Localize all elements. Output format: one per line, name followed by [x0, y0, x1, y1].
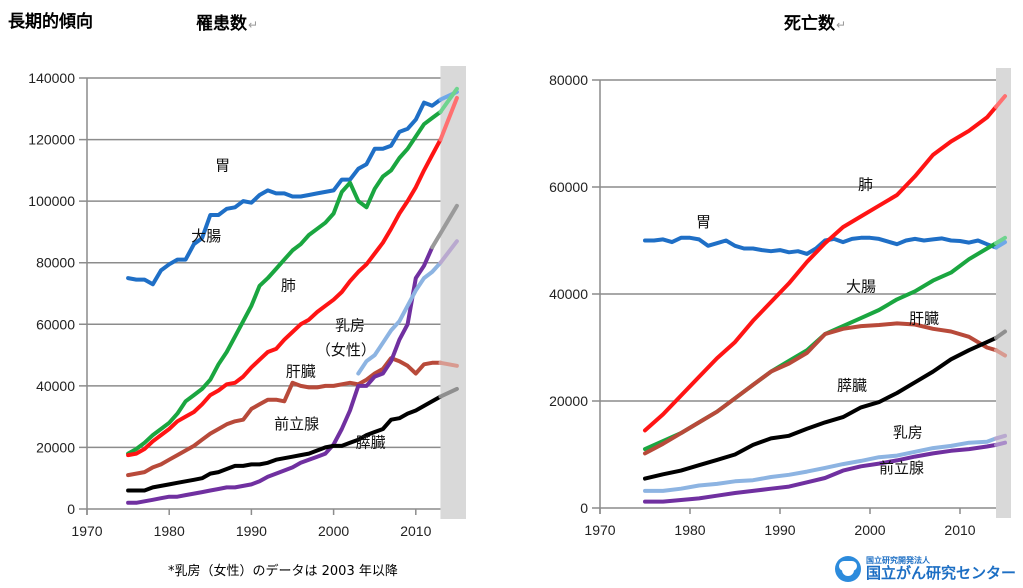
series-projection-line	[994, 240, 1007, 250]
series-1	[126, 86, 459, 456]
series-projection-line	[994, 433, 1007, 441]
y-tick-label: 20000	[549, 393, 588, 409]
y-tick-label: 60000	[549, 179, 588, 195]
x-tick-label: 2010	[400, 523, 431, 539]
page-title: 長期的傾向	[8, 12, 93, 32]
footnote: *乳房（女性）のデータは 2003 年以降	[168, 564, 398, 579]
series-projection-line	[438, 386, 459, 399]
logo-subtitle: 国立研究開発法人	[866, 556, 930, 565]
series-2	[126, 96, 459, 458]
y-tick-label: 40000	[36, 378, 75, 394]
series-projection-line	[438, 239, 459, 265]
series-projection-line	[994, 94, 1007, 109]
x-tick-label: 1970	[71, 523, 102, 539]
y-tick-label: 100000	[28, 193, 75, 209]
series-0	[126, 89, 459, 287]
y-tick-label: 80000	[549, 72, 588, 88]
series-projection-line	[994, 329, 1007, 340]
series-5	[643, 433, 1007, 493]
x-tick-label: 2000	[854, 522, 885, 538]
series-3	[643, 321, 1007, 456]
projection-band	[996, 68, 1011, 518]
mortality-chart-title-text: 死亡数	[784, 14, 835, 34]
series-label: 肺	[281, 277, 296, 294]
series-line	[643, 241, 998, 452]
x-tick-label: 1990	[764, 522, 795, 538]
series-line	[643, 321, 998, 456]
series-line	[126, 137, 443, 458]
series-2	[643, 235, 1007, 452]
series-label: 膵臓	[837, 377, 867, 394]
y-tick-label: 60000	[36, 316, 75, 332]
incidence-chart-title-text: 罹患数	[196, 14, 247, 34]
series-projection-line	[438, 96, 459, 142]
series-0	[643, 235, 1007, 256]
x-tick-label: 1980	[154, 523, 185, 539]
series-6	[126, 386, 459, 493]
y-tick-label: 0	[67, 501, 75, 517]
series-projection-line	[430, 203, 459, 250]
logo-name: 国立がん研究センター	[866, 564, 1017, 582]
ncc-logo-icon	[835, 556, 861, 582]
series-projection-line	[994, 235, 1007, 246]
gridlines	[79, 77, 466, 510]
y-tick-label: 140000	[28, 70, 75, 86]
series-label: 胃	[696, 214, 711, 231]
series-label: 肝臓	[909, 310, 939, 327]
x-tick-label: 2000	[318, 523, 349, 539]
ncc-logo: 国立研究開発法人 国立がん研究センター	[835, 556, 1016, 582]
series-line	[643, 442, 998, 504]
series-projection-line	[994, 440, 1007, 447]
x-tick-label: 1970	[584, 522, 615, 538]
series-label: 乳房	[893, 424, 923, 441]
series-line	[126, 394, 443, 493]
series-6	[643, 440, 1007, 504]
series-4	[126, 203, 459, 505]
series-label: 大腸	[846, 278, 876, 295]
series-1	[643, 94, 1007, 433]
series-line	[643, 235, 998, 256]
series-label: 肺	[858, 177, 873, 194]
series-label: 膵臓	[356, 434, 386, 451]
return-mark-icon: ↵	[836, 18, 847, 32]
series-label: 前立腺	[274, 416, 319, 433]
x-tick-label: 1990	[236, 523, 267, 539]
series-projection-line	[994, 348, 1007, 358]
series-projection-line	[438, 86, 459, 114]
series-label: 肝臓	[286, 364, 316, 381]
mortality-chart-title: 死亡数↵	[784, 9, 846, 34]
series-5	[356, 239, 459, 376]
x-tick-label: 1980	[674, 522, 705, 538]
series-line	[643, 104, 998, 433]
series-line	[643, 335, 998, 481]
gridlines	[592, 79, 1011, 509]
y-tick-label: 120000	[28, 132, 75, 148]
mortality-chart: 0 20000 40000 60000 80000 1970 1980 1990 2000 201…	[549, 68, 1011, 538]
incidence-chart: 0 20000 40000 60000 80000 100000 120000 140000 1…	[28, 66, 466, 539]
y-tick-label: 80000	[36, 255, 75, 271]
series-label: 乳房	[335, 317, 365, 334]
series-label: 胃	[215, 157, 230, 174]
series-4	[643, 329, 1007, 481]
series-label: 前立腺	[879, 460, 924, 477]
return-mark-icon: ↵	[248, 18, 259, 32]
y-tick-label: 0	[580, 500, 588, 516]
series-label: 大腸	[191, 228, 221, 245]
series-line	[126, 245, 435, 505]
series-label: （女性）	[316, 341, 376, 359]
incidence-chart-title: 罹患数↵	[196, 9, 258, 34]
y-tick-label: 20000	[36, 439, 75, 455]
x-tick-label: 2010	[944, 522, 975, 538]
y-tick-label: 40000	[549, 286, 588, 302]
series-projection-line	[438, 360, 459, 368]
projection-band	[440, 66, 466, 519]
